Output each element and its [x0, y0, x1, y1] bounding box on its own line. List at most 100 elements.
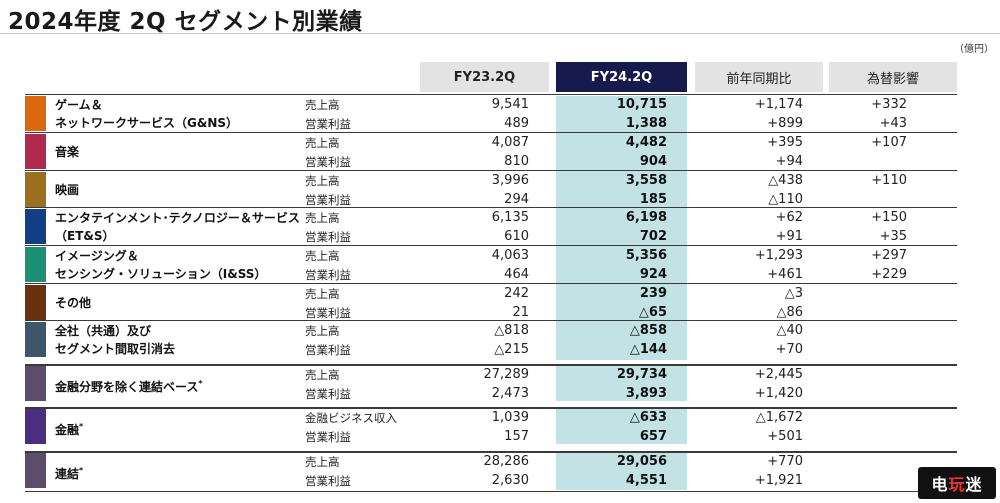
value-fy23: 28,286 — [483, 454, 530, 469]
segment-name-line: センシング・ソリューション（I&SS） — [55, 267, 267, 281]
value-yoy: +62 — [775, 210, 803, 225]
watermark-char-c: 迷 — [965, 475, 983, 494]
value-fy24: 29,056 — [616, 454, 667, 469]
metric-label: 売上高 — [305, 368, 340, 382]
segment-name: 全社（共通）及びセグメント間取引消去 — [55, 322, 175, 358]
value-yoy: △86 — [776, 304, 803, 320]
value-fx-impact: +107 — [871, 135, 907, 150]
value-yoy: △438 — [768, 173, 803, 188]
segment-name: 金融* — [55, 418, 83, 439]
value-fy23: 489 — [504, 115, 529, 131]
fy24-highlight-block — [556, 366, 687, 401]
value-yoy: +899 — [767, 115, 803, 131]
header-yoy: 前年同期比 — [695, 62, 823, 92]
value-fy23: 464 — [504, 266, 529, 282]
segment-name: その他 — [55, 294, 91, 312]
segment-name-line: その他 — [55, 296, 92, 310]
fy24-highlight-block — [556, 453, 687, 490]
segment-color-bar — [25, 134, 46, 169]
value-fy23: 21 — [512, 304, 529, 320]
value-fy23: 27,289 — [483, 367, 530, 382]
segment-name: イメージング＆ センシング・ソリューション（I&SS） — [55, 247, 266, 283]
metric-label: 売上高 — [305, 249, 340, 263]
segment-name-line: セグメント間取引消去 — [55, 342, 176, 356]
value-fy23: △818 — [494, 323, 529, 338]
value-fy24: 924 — [639, 266, 667, 282]
metric-label: 営業利益 — [305, 116, 351, 131]
value-fy24: △858 — [629, 323, 667, 338]
value-yoy: △3 — [784, 286, 803, 301]
table-bottom-rule — [25, 491, 957, 492]
footnote-mark: * — [79, 466, 84, 475]
value-fy23: 2,630 — [491, 472, 529, 488]
segment-divider — [25, 94, 957, 95]
segment-divider — [25, 407, 957, 409]
metric-label: 営業利益 — [305, 305, 351, 320]
segment-name-line: 音楽 — [55, 145, 80, 159]
value-fy23: 9,541 — [491, 97, 529, 112]
segment-name-line: 全社（共通）及び — [55, 324, 152, 338]
metric-label: 営業利益 — [305, 342, 351, 357]
segment-name-line: 映画 — [55, 183, 80, 197]
segment-color-bar — [25, 172, 46, 207]
metric-label: 営業利益 — [305, 386, 351, 401]
value-fy24: △65 — [638, 304, 667, 320]
segment-divider — [25, 451, 957, 453]
value-fy24: 702 — [639, 228, 667, 244]
value-fy23: 157 — [504, 428, 529, 444]
metric-label: 営業利益 — [305, 192, 351, 207]
value-yoy: △1,672 — [755, 410, 803, 425]
segment-name-line: 金融分野を除く連結ベース* — [55, 379, 203, 394]
metric-label: 売上高 — [305, 174, 340, 188]
segment-name: 金融分野を除く連結ベース* — [55, 375, 203, 396]
value-fy24: 4,482 — [625, 135, 667, 150]
segment-name: 映画 — [55, 181, 79, 199]
value-fy23: 610 — [504, 228, 529, 244]
segment-divider — [25, 320, 957, 321]
segment-color-bar — [25, 96, 46, 131]
value-fy24: 1,388 — [625, 115, 667, 131]
value-fy24: 6,198 — [625, 210, 667, 225]
metric-label: 営業利益 — [305, 429, 351, 444]
value-yoy: +94 — [775, 153, 803, 169]
value-yoy: +2,445 — [754, 367, 803, 382]
segment-name-line: エンタテインメント･テクノロジー＆サービス — [55, 211, 300, 225]
value-fy23: 6,135 — [491, 210, 529, 225]
watermark-logo: 电 玩 迷 — [918, 467, 996, 499]
segment-name-line: イメージング＆ — [55, 249, 139, 263]
segment-name: ゲーム＆ ネットワークサービス（G&NS） — [55, 96, 238, 132]
segment-divider — [25, 132, 957, 133]
footnote-mark: * — [198, 379, 203, 388]
value-yoy: +1,293 — [754, 248, 803, 263]
value-fy24: 10,715 — [616, 97, 667, 112]
value-yoy: +70 — [775, 341, 803, 357]
value-yoy: +395 — [767, 135, 803, 150]
value-yoy: +770 — [767, 454, 803, 469]
value-fy23: 810 — [504, 153, 529, 169]
value-fx-impact: +110 — [871, 173, 907, 188]
segment-color-bar — [25, 285, 46, 320]
watermark-char-b: 玩 — [948, 475, 966, 494]
segment-color-bar — [25, 322, 46, 357]
value-fx-impact: +150 — [871, 210, 907, 225]
metric-label: 営業利益 — [305, 229, 351, 244]
metric-label: 売上高 — [305, 98, 340, 112]
value-yoy: +461 — [767, 266, 803, 282]
segment-name-line: 金融* — [55, 422, 84, 437]
value-fy23: 2,473 — [491, 385, 529, 401]
header-fx-impact: 為替影響 — [829, 62, 957, 92]
value-fx-impact: +297 — [871, 248, 907, 263]
value-fy24: 3,558 — [625, 173, 667, 188]
value-yoy: +91 — [775, 228, 803, 244]
value-fy24: 904 — [639, 153, 667, 169]
watermark-char-a: 电 — [931, 475, 949, 494]
segment-color-bar — [25, 409, 46, 444]
segment-name-line: （ET&S） — [55, 229, 115, 243]
segment-color-bar — [25, 453, 46, 488]
segment-divider — [25, 245, 957, 246]
value-fy24: 3,893 — [625, 385, 667, 401]
value-fx-impact: +332 — [871, 97, 907, 112]
value-fy23: 294 — [504, 191, 529, 207]
segment-color-bar — [25, 209, 46, 244]
value-yoy: +1,174 — [754, 97, 803, 112]
